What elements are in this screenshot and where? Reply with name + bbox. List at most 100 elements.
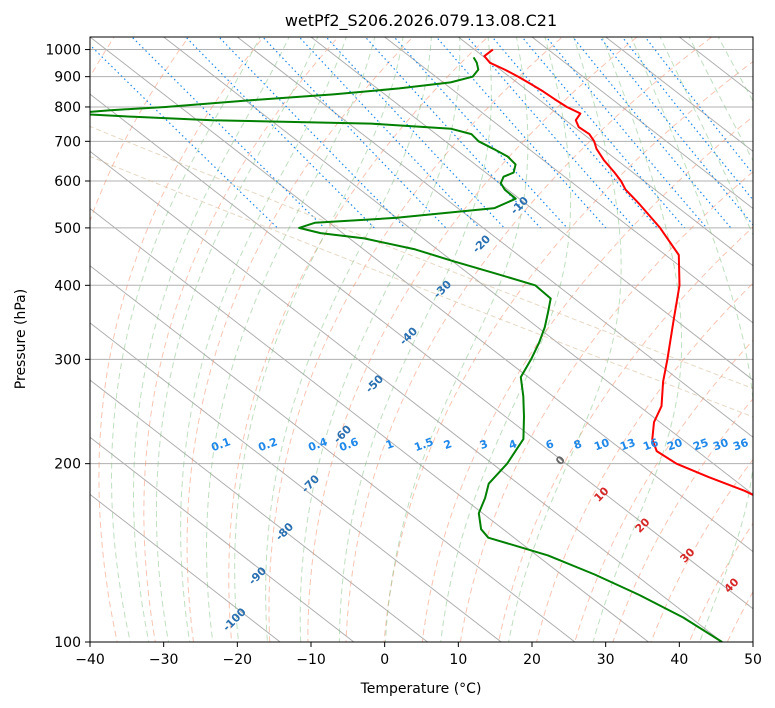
series-layer xyxy=(90,48,753,642)
dry-adiabat xyxy=(497,226,753,642)
dry-adiabat xyxy=(383,60,753,642)
moist-adiabat xyxy=(592,37,683,642)
y-tick-label: 900 xyxy=(54,70,81,86)
mixing-ratio-label: 0.1 xyxy=(209,435,232,454)
mixing-ratio-label: 25 xyxy=(691,436,710,453)
mixing-ratio-line xyxy=(218,37,406,229)
mixing-ratio-line xyxy=(466,37,635,229)
moist-adiabat xyxy=(110,37,261,642)
dry-adiabat xyxy=(228,37,489,642)
isotherm-line xyxy=(90,379,429,642)
moist-adiabat xyxy=(299,37,461,642)
mixing-ratio-label: 3 xyxy=(478,437,490,452)
mixing-ratio-label: 4 xyxy=(507,437,519,452)
moist-adiabat xyxy=(133,37,290,642)
dry-adiabat-label: -80 xyxy=(273,520,296,543)
axes: −40 −30 −20 −10 0 10 20 30 40 5010020030040050060… xyxy=(45,43,762,668)
dry-adiabat-label: -30 xyxy=(431,277,454,300)
moist-adiabat xyxy=(688,37,753,162)
x-tick-label: −10 xyxy=(296,652,326,668)
isotherm-line xyxy=(90,322,502,642)
mixing-ratio-label: 0.2 xyxy=(256,435,279,454)
moist-adiabat xyxy=(659,37,753,237)
y-tick-label: 600 xyxy=(54,174,81,190)
dry-adiabat xyxy=(612,398,753,642)
moist-adiabat xyxy=(440,37,572,642)
mixing-ratio-line xyxy=(572,37,732,229)
x-tick-label: 30 xyxy=(597,652,615,668)
mixing-ratio-line xyxy=(521,37,685,229)
x-tick-label: 40 xyxy=(670,652,688,668)
isotherm-line xyxy=(752,37,753,38)
dry-adiabat xyxy=(650,458,753,642)
isotherm-line xyxy=(90,207,650,642)
isotherm-line xyxy=(531,37,753,210)
mixing-ratio-line xyxy=(393,37,568,229)
mixing-ratio-label: 1 xyxy=(384,437,396,452)
mixing-ratio-label: 8 xyxy=(572,437,584,452)
y-axis-label: Pressure (hPa) xyxy=(13,289,29,389)
mixing-ratio-line xyxy=(90,44,278,229)
y-tick-label: 500 xyxy=(54,221,81,237)
x-tick-label: −40 xyxy=(75,652,105,668)
isotherm-line xyxy=(162,37,753,496)
y-tick-label: 100 xyxy=(54,635,81,651)
isotherm-line xyxy=(90,436,355,642)
isotherm-line xyxy=(90,37,753,553)
mixing-ratio-line xyxy=(364,37,541,229)
moist-adiabat xyxy=(338,37,492,642)
x-tick-label: −30 xyxy=(149,652,179,668)
moist-adiabat-label: 10 xyxy=(592,484,612,504)
x-tick-label: 0 xyxy=(380,652,389,668)
mixing-ratio-label: 16 xyxy=(641,436,660,454)
mixing-ratio-line xyxy=(545,37,708,229)
mixing-ratio-label: 10 xyxy=(592,436,611,454)
moist-adiabat xyxy=(265,37,432,642)
dry-adiabat xyxy=(421,115,753,642)
mixing-ratio-label: 13 xyxy=(618,436,637,453)
dry-adiabat-label: -100 xyxy=(220,605,249,634)
moist-adiabat-label: 20 xyxy=(633,515,653,535)
dewpoint-line xyxy=(90,56,723,642)
mixing-ratio-label: 36 xyxy=(731,436,750,454)
mixing-ratio-label: 20 xyxy=(665,436,684,454)
moist-adiabat xyxy=(630,37,753,642)
mixing-ratio-line xyxy=(261,37,447,229)
dry-adiabat xyxy=(90,37,115,78)
mixing-ratio-line xyxy=(298,37,480,229)
moist-adiabat xyxy=(717,37,753,103)
dry-adiabat xyxy=(753,25,775,669)
dry-adiabat xyxy=(186,37,414,642)
moist-adiabat xyxy=(180,37,347,642)
dry-adiabat-label: -10 xyxy=(508,194,531,217)
mixing-ratio-label: 2 xyxy=(442,437,454,452)
isotherm-line xyxy=(90,93,753,610)
y-tick-label: 700 xyxy=(54,134,81,150)
y-tick-label: 800 xyxy=(54,100,81,116)
background-lines xyxy=(90,25,775,669)
isotherm-line xyxy=(310,37,753,381)
y-tick-label: 400 xyxy=(54,278,81,294)
isotherm-line xyxy=(678,37,753,95)
moist-adiabat xyxy=(508,37,622,642)
dry-adiabat xyxy=(536,282,753,642)
isotherm-line xyxy=(604,37,753,152)
mixing-ratio-label: 0.4 xyxy=(306,435,329,454)
isotherm-line xyxy=(90,150,723,642)
dry-adiabat-extra xyxy=(90,125,753,390)
x-tick-label: −20 xyxy=(223,652,253,668)
chart-title: wetPf2_S206.2026.079.13.08.C21 xyxy=(285,11,557,31)
dry-adiabat-label: -50 xyxy=(363,372,386,395)
mixing-ratio-line xyxy=(325,37,505,229)
moist-adiabat xyxy=(205,37,376,642)
x-tick-label: 50 xyxy=(744,652,762,668)
dry-adiabat xyxy=(98,37,265,642)
isotherm-line xyxy=(383,37,753,324)
moist-adiabat xyxy=(234,37,404,642)
mixing-ratio-label: 30 xyxy=(711,436,730,454)
y-tick-label: 200 xyxy=(54,457,81,473)
mixing-ratio-label: 0.6 xyxy=(337,435,360,454)
mixing-ratio-line xyxy=(131,37,325,229)
mixing-ratio-line xyxy=(644,37,753,175)
